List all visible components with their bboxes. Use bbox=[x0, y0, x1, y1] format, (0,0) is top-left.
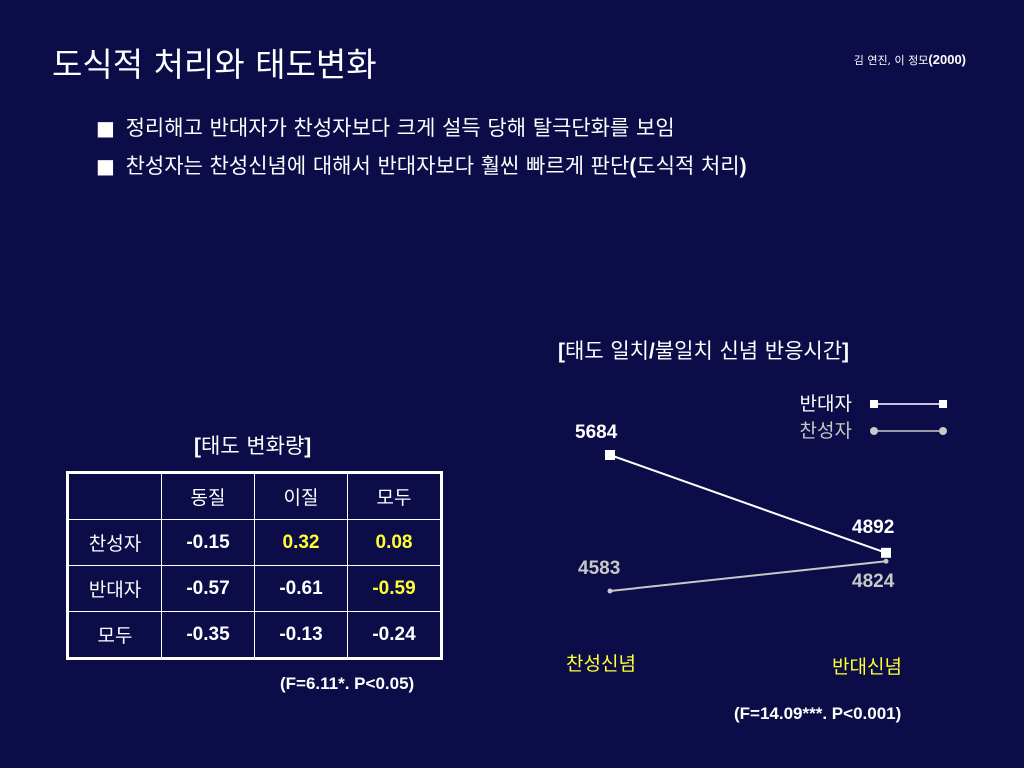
legend-square-marker-icon bbox=[939, 400, 947, 408]
table-cell: -0.15 bbox=[161, 519, 255, 566]
table-cell: -0.24 bbox=[347, 611, 442, 659]
citation-year: (2000) bbox=[928, 52, 966, 67]
bullet-1-text: 정리해고 반대자가 찬성자보다 크게 설득 당해 탈극단화를 보임 bbox=[125, 116, 675, 140]
table-caption-text: 태도 변화량 bbox=[201, 434, 305, 458]
table-cell: -0.57 bbox=[161, 565, 255, 612]
citation: 김 연진, 이 정모(2000) bbox=[854, 52, 966, 68]
bullet-1: ■ 정리해고 반대자가 찬성자보다 크게 설득 당해 탈극단화를 보임 bbox=[96, 112, 675, 142]
data-point-supporter-pro-belief bbox=[607, 588, 613, 594]
legend: 반대자 찬성자 bbox=[800, 393, 947, 442]
bullet-2: ■ 찬성자는 찬성신념에 대해서 반대자보다 훨씬 빠르게 판단(도식적 처리) bbox=[96, 150, 747, 180]
legend-circle-marker-icon bbox=[870, 427, 878, 435]
slide-title: 도식적 처리와 태도변화 bbox=[52, 45, 377, 84]
chart-f-statistic: (F=14.09***. P<0.001) bbox=[734, 704, 902, 723]
series-line-opponent bbox=[609, 454, 887, 554]
category-label-con-belief: 반대신념 bbox=[832, 656, 902, 678]
value-label: 5684 bbox=[575, 422, 618, 443]
bullet-2-paren-open: ( bbox=[629, 155, 637, 178]
row-label: 반대자 bbox=[67, 565, 162, 612]
attitude-change-table: 동질 이질 모두 찬성자 -0.15 0.32 0.08 반대자 -0.57 -… bbox=[66, 471, 443, 660]
table-row: 찬성자 -0.15 0.32 0.08 bbox=[67, 519, 442, 566]
table-header-cell bbox=[67, 472, 162, 520]
table-caption-open: [ bbox=[194, 435, 201, 458]
table-caption: [태도 변화량] bbox=[194, 430, 311, 460]
table-cell: -0.13 bbox=[254, 611, 348, 659]
table-cell: -0.35 bbox=[161, 611, 255, 659]
legend-label-supporter: 찬성자 bbox=[800, 420, 852, 442]
table-f-statistic: (F=6.11*. P<0.05) bbox=[280, 674, 415, 693]
chart-title-open: [ bbox=[558, 340, 565, 363]
data-point-supporter-con-belief bbox=[883, 558, 889, 564]
bullet-2-paren-close: ) bbox=[739, 155, 747, 178]
table-header-cell: 동질 bbox=[161, 472, 255, 520]
chart-title: [태도 일치/불일치 신념 반응시간] bbox=[558, 335, 849, 365]
table-header-cell: 모두 bbox=[347, 472, 442, 520]
bullet-2-text: 찬성자는 찬성신념에 대해서 반대자보다 훨씬 빠르게 판단 bbox=[125, 154, 630, 178]
bullet-square-icon: ■ bbox=[96, 154, 115, 178]
table-caption-close: ] bbox=[304, 435, 312, 458]
row-label: 모두 bbox=[67, 611, 162, 659]
chart-title-close: ] bbox=[842, 340, 850, 363]
legend-label-opponent: 반대자 bbox=[800, 393, 852, 415]
series-line-supporter bbox=[609, 560, 887, 592]
chart-title-part1: 태도 일치 bbox=[565, 339, 649, 363]
citation-authors: 김 연진, 이 정모 bbox=[853, 54, 929, 67]
bullet-square-icon: ■ bbox=[96, 116, 115, 140]
table-row: 모두 -0.35 -0.13 -0.24 bbox=[67, 611, 442, 659]
value-label: 4892 bbox=[852, 517, 894, 538]
value-label: 4583 bbox=[578, 558, 620, 579]
chart-title-slash: / bbox=[648, 340, 655, 363]
table-cell-highlighted: -0.59 bbox=[347, 565, 442, 612]
bullet-2-paren-text: 도식적 처리 bbox=[636, 154, 740, 178]
data-point-opponent-pro-belief bbox=[605, 450, 615, 460]
value-label: 4824 bbox=[852, 571, 895, 592]
chart-title-part2: 불일치 신념 반응시간 bbox=[654, 339, 843, 363]
table-header-row: 동질 이질 모두 bbox=[67, 472, 442, 520]
category-label-pro-belief: 찬성신념 bbox=[566, 653, 636, 675]
data-point-opponent-con-belief bbox=[881, 547, 891, 558]
legend-circle-marker-icon bbox=[939, 427, 947, 435]
table-cell-highlighted: 0.08 bbox=[347, 519, 442, 566]
legend-square-marker-icon bbox=[870, 400, 878, 408]
table-header-cell: 이질 bbox=[254, 472, 348, 520]
